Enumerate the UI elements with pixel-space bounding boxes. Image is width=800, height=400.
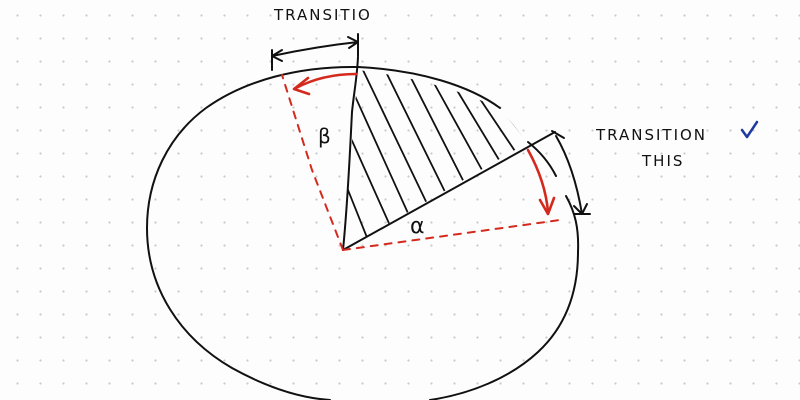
red-arrow-right: [526, 148, 550, 214]
sector-hatching: [343, 70, 527, 250]
angle-alpha-label: α: [410, 214, 425, 239]
right-annotation-line2: THIS: [641, 152, 684, 170]
right-annotation-line1: TRANSITION: [595, 126, 707, 144]
sector-left-edge: [342, 56, 359, 251]
red-arrow-right-head: [538, 196, 556, 216]
top-annotation-label: TRANSITIO: [273, 6, 372, 24]
red-dashed-bottom: [342, 219, 561, 251]
red-arrow-top-head: [292, 76, 311, 96]
right-bracket: [551, 130, 591, 215]
sector-right-edge: [342, 131, 556, 251]
top-bracket: [271, 33, 359, 71]
main-circle: [146, 65, 580, 400]
red-arrow-top: [294, 72, 358, 90]
blue-check-mark: [740, 120, 759, 139]
angle-beta-label: β: [318, 124, 331, 148]
circle-upper-arc: [357, 66, 501, 109]
red-dashed-left: [281, 74, 344, 251]
